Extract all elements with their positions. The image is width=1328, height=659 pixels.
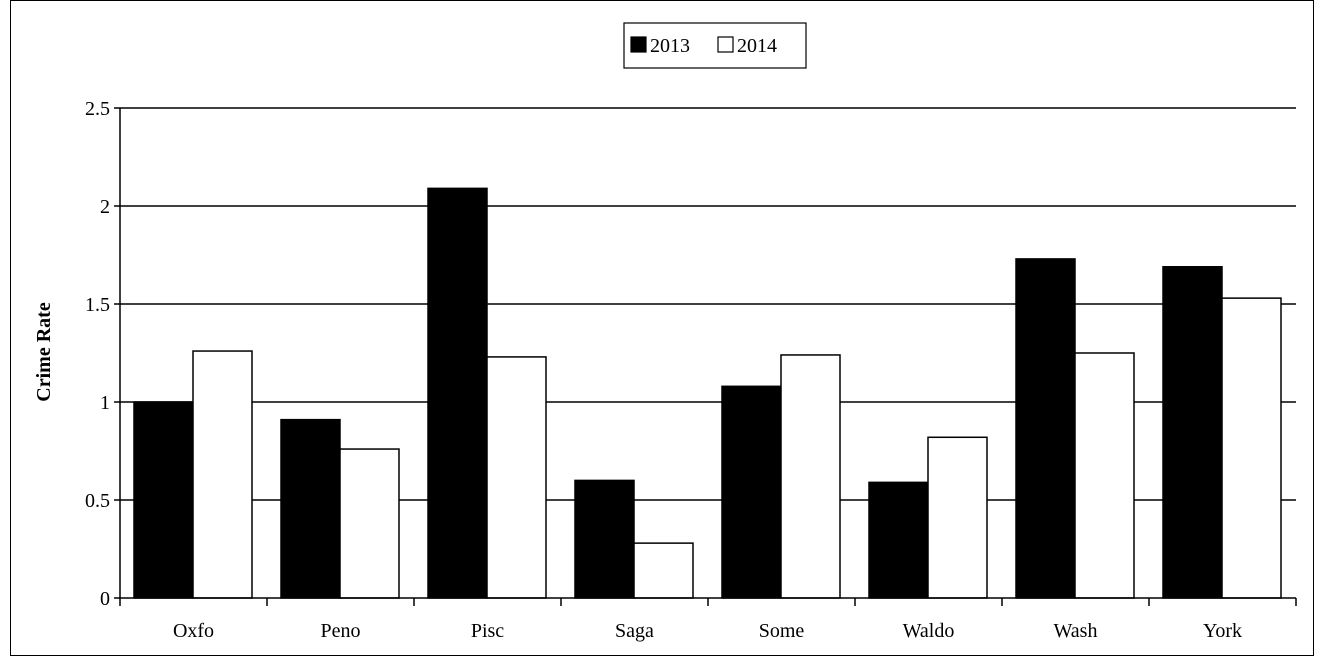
bar-2014-waldo xyxy=(927,436,988,599)
x-tick-label: York xyxy=(1203,620,1242,642)
legend-swatch-2013 xyxy=(630,36,647,53)
y-tick-label: 2.5 xyxy=(85,98,110,120)
legend-swatch-2014 xyxy=(717,36,734,53)
bar-2013-wash xyxy=(1015,258,1076,599)
x-tick-label: Pisc xyxy=(471,620,504,642)
bar-2013-some xyxy=(721,385,782,599)
axes xyxy=(114,107,1297,606)
y-tick-label: 0 xyxy=(100,588,110,610)
bar-2014-some xyxy=(780,354,841,599)
y-tick-label: 0.5 xyxy=(85,490,110,512)
tick-labels: 0 0.5 1 1.5 2 2.5 Oxfo Peno Pisc Saga Some Waldo Was… xyxy=(85,98,1242,642)
bar-2013-pisc xyxy=(427,187,488,599)
bar-2014-oxfo xyxy=(192,350,253,599)
x-tick-label: Wash xyxy=(1054,620,1098,642)
y-tick-label: 1 xyxy=(100,392,110,414)
x-tick-label: Some xyxy=(759,620,805,642)
x-tick-label: Peno xyxy=(321,620,361,642)
bar-2014-wash xyxy=(1074,352,1135,599)
bar-2013-waldo xyxy=(868,481,929,599)
bar-2013-peno xyxy=(280,418,341,599)
bars xyxy=(133,187,1282,599)
bar-2014-pisc xyxy=(486,356,547,599)
y-axis-title: Crime Rate xyxy=(33,302,55,402)
legend: 2013 2014 xyxy=(623,22,807,69)
y-tick-label: 1.5 xyxy=(85,294,110,316)
y-tick-label: 2 xyxy=(100,196,110,218)
x-tick-label: Oxfo xyxy=(173,620,214,642)
bar-2013-saga xyxy=(574,479,635,599)
bar-2013-york xyxy=(1162,266,1223,599)
legend-label-2014: 2014 xyxy=(737,35,777,57)
bar-2013-oxfo xyxy=(133,401,194,599)
chart-frame xyxy=(10,0,1314,656)
x-tick-label: Waldo xyxy=(903,620,955,642)
legend-box xyxy=(623,22,807,69)
x-tick-label: Saga xyxy=(615,620,654,642)
bar-2014-peno xyxy=(339,448,400,599)
legend-label-2013: 2013 xyxy=(650,35,690,57)
bar-2014-saga xyxy=(633,542,694,599)
bar-2014-york xyxy=(1221,297,1282,599)
